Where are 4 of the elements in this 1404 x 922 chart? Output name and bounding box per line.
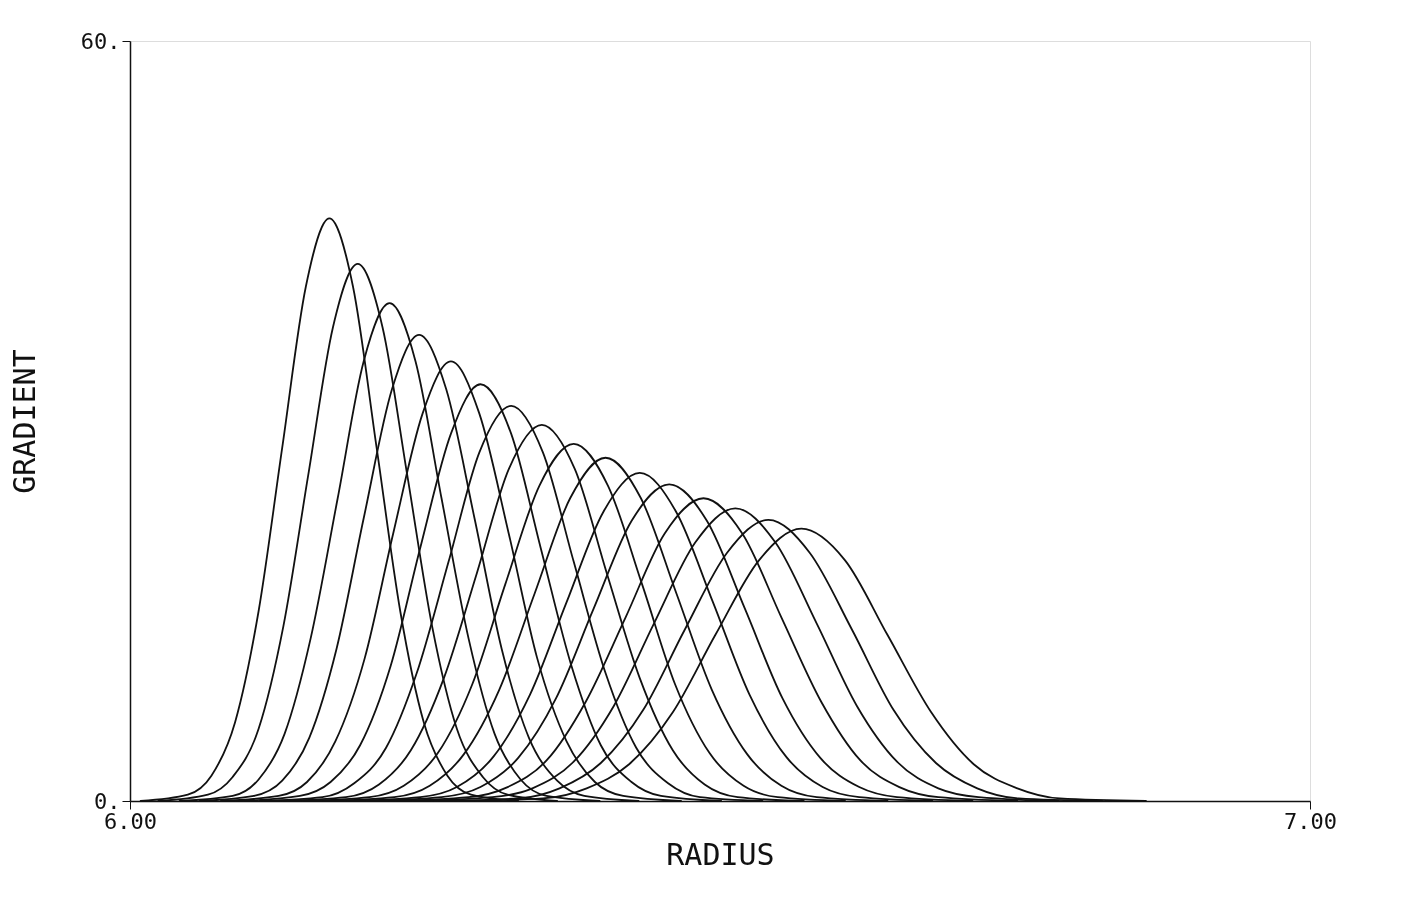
x-axis-title: RADIUS <box>666 836 775 872</box>
x-tick-label: 7.00 <box>1284 808 1337 834</box>
y-tick-label: 60. <box>80 28 121 54</box>
y-axis-title: GRADIENT <box>6 349 42 494</box>
